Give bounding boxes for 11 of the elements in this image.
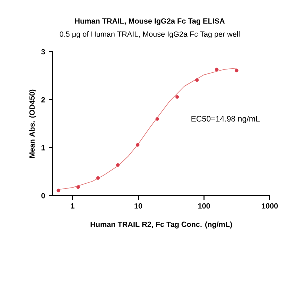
- point: [136, 143, 140, 147]
- point: [195, 78, 200, 82]
- point: [76, 186, 80, 190]
- annotation: EC50=14.98 ng/mL: [192, 116, 260, 124]
- point: [215, 68, 219, 72]
- point: [176, 95, 180, 99]
- point: [156, 117, 160, 121]
- point: [56, 188, 60, 193]
- point: [96, 176, 100, 180]
- point: [235, 68, 239, 73]
- point: [116, 163, 120, 168]
